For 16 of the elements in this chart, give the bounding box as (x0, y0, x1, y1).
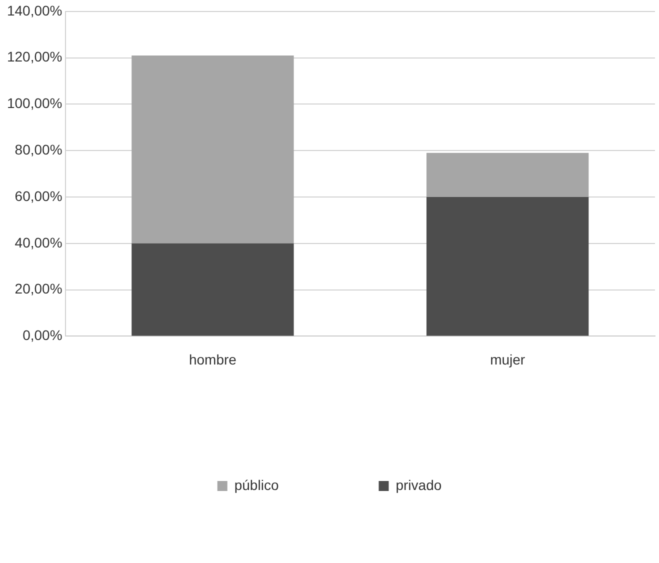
x-tick-label: mujer (490, 351, 526, 368)
legend-label: público (234, 476, 279, 493)
y-tick-label: 60,00% (14, 188, 62, 204)
bar (132, 243, 294, 336)
y-tick-label: 120,00% (6, 48, 62, 65)
bar (426, 152, 589, 197)
x-tick-label: hombre (188, 351, 237, 368)
bar (426, 197, 589, 336)
bar (132, 55, 294, 244)
y-tick-label: 100,00% (6, 95, 62, 112)
y-tick-label: 80,00% (14, 141, 62, 158)
y-tick-label: 0,00% (22, 327, 62, 344)
legend-label: privado (396, 476, 442, 493)
y-tick-label: 40,00% (14, 234, 62, 250)
y-tick-label: 20,00% (14, 280, 62, 297)
y-tick-label: 140,00% (6, 2, 62, 18)
